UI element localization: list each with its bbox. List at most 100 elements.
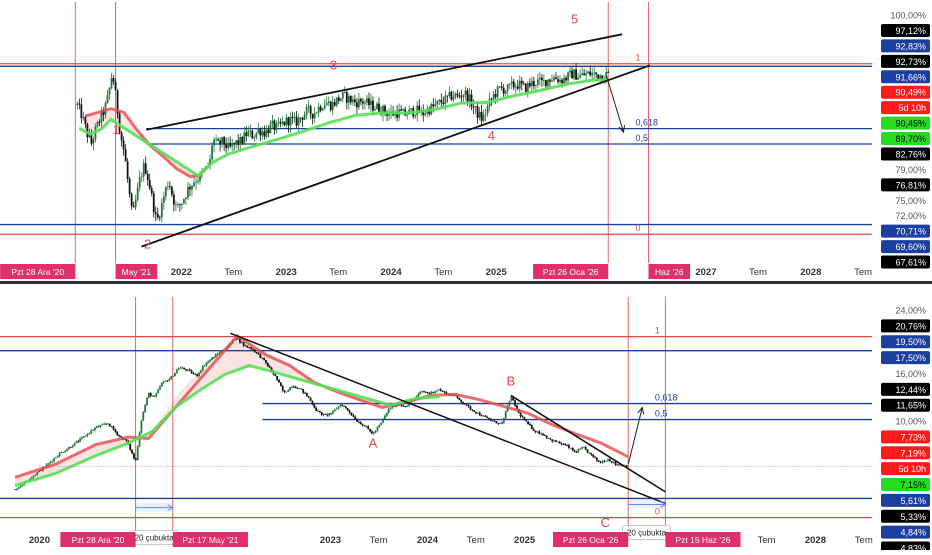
candle-body bbox=[320, 412, 323, 415]
candle-body bbox=[526, 83, 529, 93]
candle-body bbox=[54, 457, 57, 459]
candle-body bbox=[211, 357, 213, 360]
candle-body bbox=[152, 193, 155, 213]
candle-body bbox=[370, 100, 372, 106]
candle-body bbox=[444, 95, 447, 104]
candle-body bbox=[77, 441, 80, 443]
candle-body bbox=[595, 457, 598, 461]
candle-body bbox=[530, 81, 533, 87]
moving-average-red bbox=[14, 334, 629, 479]
candle-body bbox=[160, 202, 163, 218]
candle-body bbox=[101, 424, 104, 426]
candle-body bbox=[357, 98, 360, 108]
candle-body bbox=[261, 357, 264, 359]
x-tick-label: 2028 bbox=[800, 267, 821, 278]
price-scale-badge bbox=[881, 335, 930, 349]
candle-body bbox=[285, 391, 288, 393]
candle-body bbox=[257, 129, 260, 133]
candle-body bbox=[585, 73, 588, 76]
candle-body bbox=[584, 447, 587, 450]
candle-body bbox=[97, 426, 100, 428]
candle-body bbox=[216, 353, 219, 355]
candle-body bbox=[492, 94, 495, 100]
price-scale-badge bbox=[881, 39, 930, 53]
candle-body bbox=[484, 415, 487, 418]
price-scale-badge bbox=[881, 462, 930, 476]
price-scale-text: 19,50% bbox=[895, 337, 926, 347]
candle-body bbox=[319, 106, 322, 111]
candle-body bbox=[518, 80, 521, 89]
candle-body bbox=[333, 409, 336, 412]
candle-body bbox=[298, 388, 301, 390]
candle-body bbox=[460, 96, 463, 98]
candle-body bbox=[540, 77, 543, 81]
candle-body bbox=[88, 433, 91, 435]
candle-body bbox=[601, 461, 604, 463]
candle-body bbox=[497, 423, 500, 424]
candle-body bbox=[493, 421, 496, 422]
candle-body bbox=[422, 110, 425, 116]
candle-body bbox=[276, 376, 279, 380]
candle-body bbox=[107, 423, 109, 425]
candle-body bbox=[99, 425, 102, 427]
candle-body bbox=[299, 117, 302, 119]
candle-body bbox=[532, 81, 535, 86]
candle-body bbox=[156, 213, 159, 218]
trend-line bbox=[146, 33, 623, 131]
candle-body bbox=[561, 79, 563, 84]
candle-body bbox=[625, 465, 628, 468]
candle-body bbox=[605, 72, 608, 80]
price-scale-badge bbox=[881, 430, 930, 444]
candle-body bbox=[110, 78, 113, 88]
candle-body bbox=[475, 411, 477, 414]
price-scale-text: 5,33% bbox=[900, 512, 926, 522]
price-scale-text: 97,12% bbox=[895, 26, 926, 36]
candle-body bbox=[21, 484, 24, 486]
candle-body bbox=[438, 99, 441, 101]
candle-body bbox=[510, 396, 513, 402]
candle-body bbox=[371, 431, 373, 434]
candle-body bbox=[488, 418, 490, 420]
candle-body bbox=[358, 421, 360, 423]
candle-body bbox=[154, 212, 157, 214]
candle-body bbox=[586, 449, 589, 453]
candle-body bbox=[553, 77, 555, 81]
candle-body bbox=[456, 395, 459, 398]
candle-body bbox=[253, 349, 256, 353]
x-tick-label: Tem bbox=[855, 535, 873, 546]
candle-body bbox=[317, 106, 320, 113]
candle-body bbox=[134, 458, 137, 460]
x-tick-label: 2028 bbox=[805, 535, 826, 546]
candle-body bbox=[253, 137, 256, 139]
candle-body bbox=[534, 84, 537, 86]
candle-body bbox=[608, 459, 611, 462]
candle-body bbox=[522, 83, 525, 85]
candle-body bbox=[366, 98, 368, 103]
candle-body bbox=[303, 114, 306, 120]
candle-body bbox=[378, 103, 380, 112]
candle-body bbox=[90, 430, 93, 434]
candle-body bbox=[211, 145, 213, 160]
candle-body bbox=[534, 430, 537, 433]
candle-body bbox=[250, 347, 252, 350]
x-tick-label: 2024 bbox=[417, 535, 439, 546]
candle-body bbox=[318, 410, 321, 413]
candle-body bbox=[315, 407, 318, 411]
candle-body bbox=[92, 139, 95, 144]
candle-body bbox=[142, 411, 145, 421]
trend-line bbox=[510, 394, 666, 493]
wave-label: A bbox=[369, 436, 378, 451]
candle-body bbox=[355, 102, 358, 108]
candle-body bbox=[217, 139, 220, 141]
candle-body bbox=[326, 414, 329, 416]
x-tick-label: Tem bbox=[224, 267, 242, 278]
price-scale-badge bbox=[881, 319, 930, 333]
candle-body bbox=[259, 354, 262, 358]
candle-body bbox=[231, 143, 234, 147]
candle-body bbox=[219, 140, 222, 145]
candle-body bbox=[255, 132, 258, 138]
price-scale-text: 16,00% bbox=[895, 369, 926, 379]
candle-body bbox=[278, 379, 280, 383]
